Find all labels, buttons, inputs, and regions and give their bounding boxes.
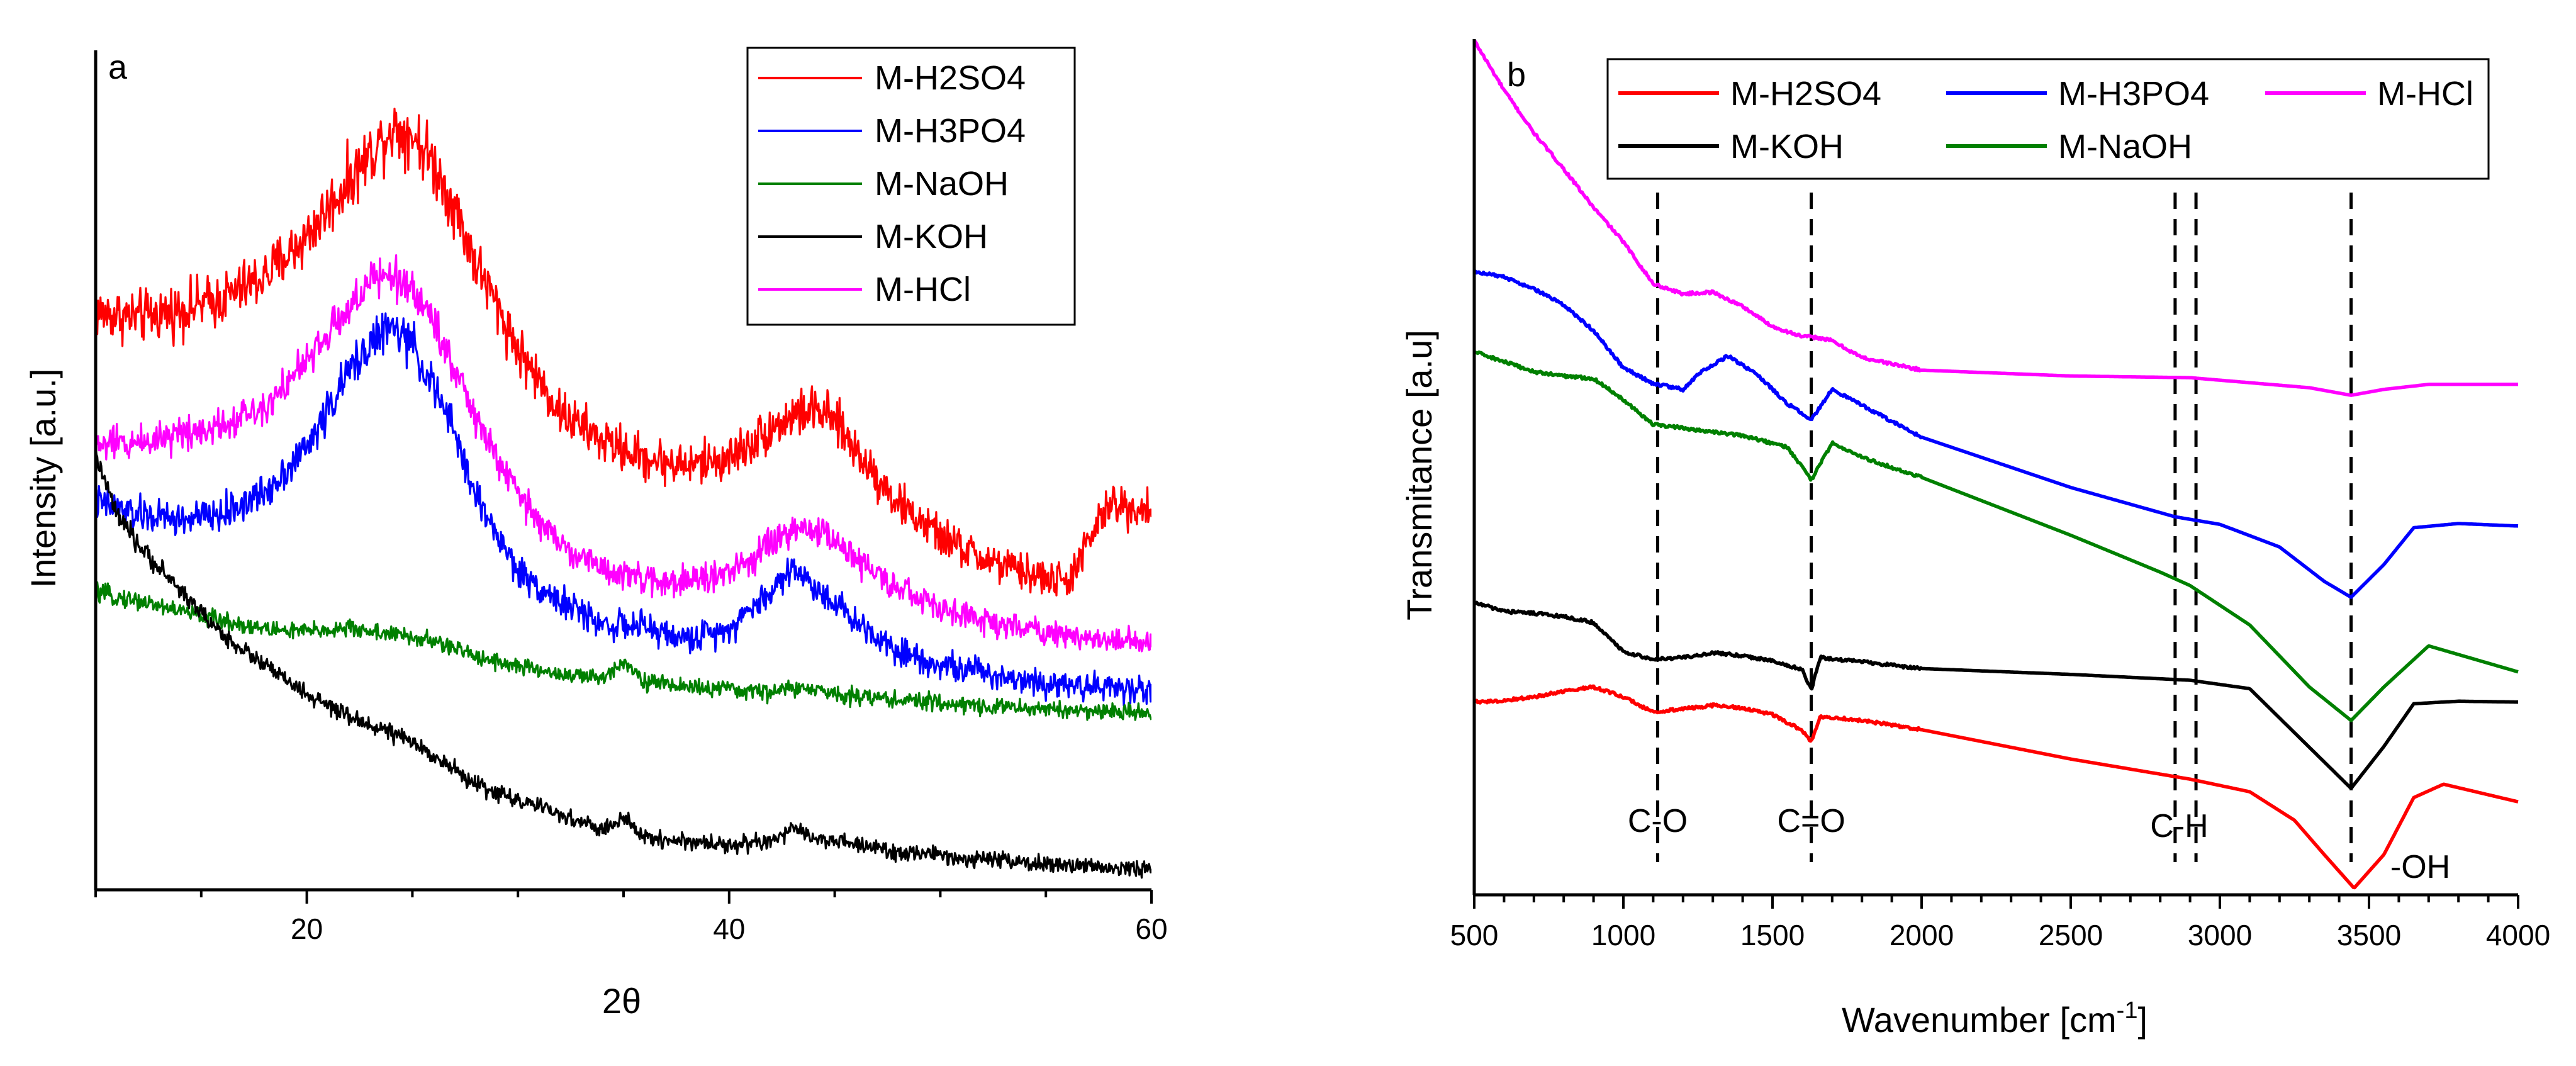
annotation-c-o: C-O: [1628, 803, 1688, 839]
panel-b-x-axis-title: Wavenumber [cm-1]: [1842, 997, 2148, 1040]
panel-a-x-axis-title: 2θ: [602, 981, 641, 1021]
series-line-a-m-hcl: [94, 254, 1151, 653]
series-line-a-m-koh: [94, 444, 1151, 879]
legend-label-b-m-h3po4: M-H3PO4: [2058, 75, 2209, 113]
series-line-b-m-hcl: [1472, 39, 2519, 397]
panel-a-legend: M-H2SO4 M-H3PO4 M-NaOH M-KOH M-HCl: [746, 47, 1076, 326]
legend-label-b-m-koh: M-KOH: [1730, 128, 1844, 166]
legend-label-a-m-koh: M-KOH: [875, 218, 988, 255]
panel-b-legend: M-H2SO4 M-H3PO4 M-HCl M-KOH M-NaOH: [1606, 58, 2490, 180]
series-line-b-m-koh: [1472, 600, 2519, 790]
panel-a-axes: 20 40 60: [94, 50, 1168, 945]
legend-label-a-m-h3po4: M-H3PO4: [875, 112, 1026, 150]
panel-a-y-axis-title: Intensity [a.u.]: [23, 369, 63, 588]
series-line-a-m-h3po4: [94, 312, 1151, 707]
panel-b-x-tick-label: 3000: [2188, 919, 2252, 951]
panel-b: C-O C=O C-H -OH 500 1000 1500 2000 2500 3000 3500…: [1399, 39, 2550, 1040]
series-line-a-m-naoh: [94, 581, 1151, 721]
panel-b-legend-box: [1606, 58, 2490, 180]
panel-b-x-tick-label: 4000: [2486, 919, 2550, 951]
panel-a-letter: a: [108, 48, 128, 86]
panel-b-x-tick-label: 2500: [2039, 919, 2103, 951]
panel-b-series: [1472, 39, 2519, 890]
annotation-c-o: C=O: [1777, 803, 1845, 839]
panel-b-x-tick-label: 500: [1450, 919, 1499, 951]
panel-a-series: [94, 108, 1151, 879]
series-line-b-m-naoh: [1473, 350, 2519, 722]
annotation-c-h: C-H: [2150, 808, 2208, 844]
panel-a-x-tick-label: 60: [1135, 912, 1167, 945]
panel-b-x-tick-label: 1000: [1591, 919, 1655, 951]
panel-a-x-tick-label: 20: [291, 912, 323, 945]
legend-label-a-m-h2so4: M-H2SO4: [875, 59, 1026, 97]
annotation-oh: -OH: [2390, 849, 2450, 885]
legend-label-a-m-naoh: M-NaOH: [875, 165, 1009, 203]
panel-b-axes: 500 1000 1500 2000 2500 3000 3500 4000: [1450, 39, 2550, 951]
legend-label-a-m-hcl: M-HCl: [875, 271, 971, 308]
panel-b-reference-lines: C-O C=O C-H -OH: [1628, 193, 2450, 885]
panel-b-x-tick-label: 2000: [1890, 919, 1954, 951]
series-line-b-m-h3po4: [1474, 269, 2519, 599]
legend-label-b-m-h2so4: M-H2SO4: [1730, 75, 1881, 113]
panel-a-x-tick-label: 40: [713, 912, 745, 945]
panel-b-y-axis-title: Transmitance [a.u]: [1399, 330, 1439, 620]
legend-label-b-m-hcl: M-HCl: [2377, 75, 2473, 113]
series-line-a-m-h2so4: [94, 108, 1151, 597]
panel-b-letter: b: [1507, 56, 1526, 94]
panel-a-legend-box: [746, 47, 1076, 326]
panel-b-x-tick-label: 3500: [2337, 919, 2401, 951]
series-line-b-m-h2so4: [1473, 684, 2519, 890]
panel-b-x-tick-label: 1500: [1740, 919, 1805, 951]
panel-a: 20 40 60 a 2θ Intensity [a.u.] M-H2SO4 M-H3…: [23, 47, 1168, 1021]
legend-label-b-m-naoh: M-NaOH: [2058, 128, 2192, 166]
